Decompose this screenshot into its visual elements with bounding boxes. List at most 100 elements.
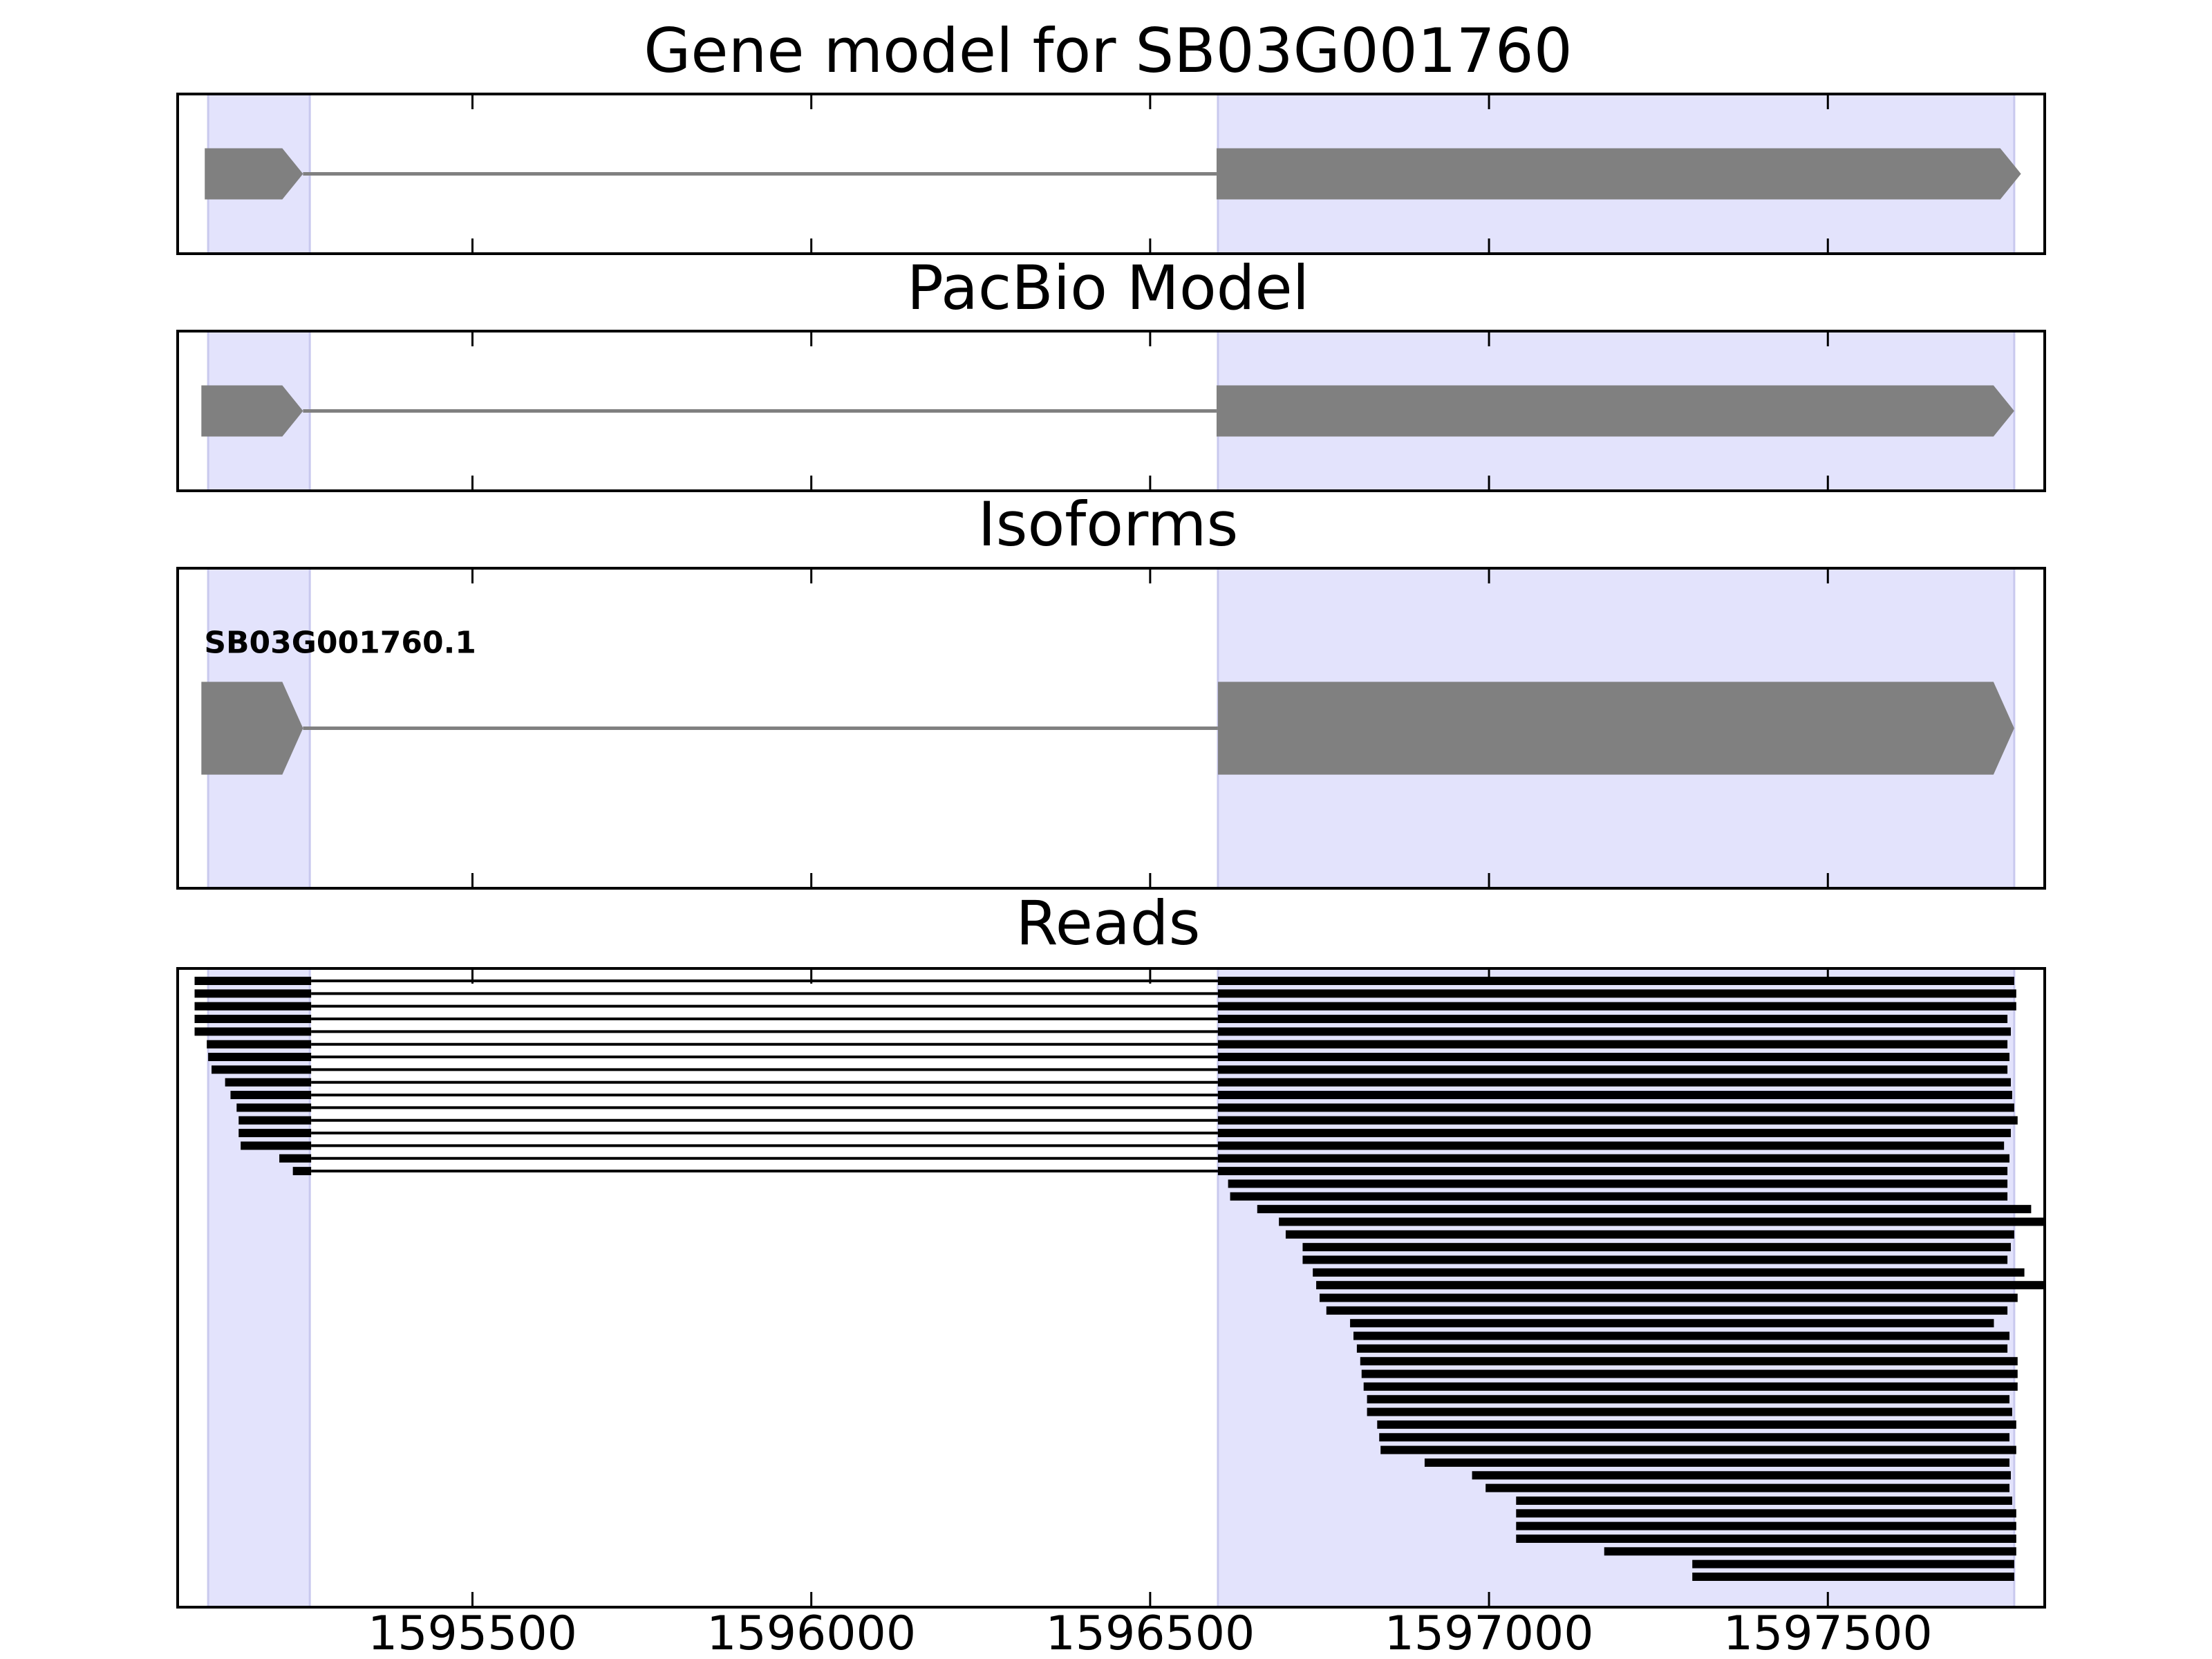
read-segment [1319,1293,2018,1302]
read-segment [1217,1116,2018,1125]
panel-isoforms: SB03G001760.1 [176,567,2046,890]
read-segment [1516,1534,2016,1543]
read-segment [1472,1471,2011,1480]
read-segment [207,1040,312,1049]
read [1363,1382,2018,1391]
read-segment [1302,1243,2011,1252]
read-segment [1363,1382,2018,1391]
exon-region-shade [207,967,311,1609]
read-segment [292,1167,312,1176]
read-segment [1230,1192,2008,1201]
read-segment [1377,1420,2016,1429]
read [194,1015,2008,1024]
read [1319,1293,2018,1302]
read [1367,1407,2012,1416]
title-gene-model: Gene model for SB03G001760 [644,15,1573,86]
read [1257,1205,2032,1214]
read-segment [1692,1559,2014,1568]
read [1350,1319,1994,1328]
read-segment [1217,1027,2011,1036]
read [1228,1179,2008,1188]
axes-frame [176,567,2046,890]
read-segment [194,989,312,998]
read-segment [279,1154,312,1163]
read-segment [1379,1433,2010,1442]
isoform-label: SB03G001760.1 [204,625,476,660]
read-segment [212,1065,312,1074]
read [236,1103,2014,1112]
exon-block [1217,682,2014,775]
panel-gene-model [176,93,2046,255]
read-segment [1217,977,2014,985]
read [207,1040,2008,1049]
title-pacbio-model: PacBio Model [907,252,1309,324]
panel-pacbio-model [176,330,2046,492]
read-segment [1217,1053,2010,1062]
exon-block [201,682,303,775]
read [1380,1445,2016,1454]
read-segment [1604,1547,2016,1556]
read [230,1091,2012,1100]
read [1604,1547,2016,1556]
read-segment [1350,1319,1994,1328]
read [1516,1521,2016,1530]
read-segment [238,1129,312,1138]
read-segment [1316,1281,2045,1290]
read-segment [1692,1573,2014,1581]
read [238,1129,2011,1138]
read-segment [1356,1344,2008,1353]
read [1379,1433,2010,1442]
read [1302,1255,2008,1264]
read-segment [208,1053,312,1062]
read-segment [1367,1395,2010,1404]
read-segment [1217,1078,2011,1087]
exon-block [205,148,303,200]
read-segment [1485,1483,2010,1492]
read-segment [1217,1091,2012,1100]
x-tick-label: 1596000 [706,1606,916,1659]
read-segment [1380,1445,2016,1454]
read-segment [1302,1255,2008,1264]
read [194,977,2014,985]
read [194,1002,2016,1011]
read-segment [1367,1407,2012,1416]
read [1692,1573,2014,1581]
read-segment [1217,1002,2016,1011]
read-segment [194,1015,312,1024]
read [1361,1369,2018,1378]
read-segment [1217,1015,2008,1024]
read [1285,1230,2014,1239]
read-segment [1516,1509,2016,1518]
read-segment [194,1027,312,1036]
read-segment [1217,1129,2011,1138]
read-segment [1217,989,2016,998]
read [279,1154,2010,1163]
read-segment [1361,1369,2018,1378]
read [1516,1496,2012,1505]
x-tick-label: 1597000 [1385,1606,1594,1659]
exon-block [201,385,303,437]
x-axis-labels: 1595500 1596000 1596500 1597000 1597500 [368,1606,1933,1659]
read [212,1065,2008,1074]
read-segment [230,1091,312,1100]
read [208,1053,2010,1062]
exon-block [1216,385,2014,437]
read [1424,1458,2010,1467]
read-segment [1424,1458,2010,1467]
read [194,989,2016,998]
read-segment [1217,1103,2014,1112]
read-segment [1285,1230,2014,1239]
read-segment [241,1141,312,1150]
exon-block [1216,148,2021,200]
read [1302,1243,2011,1252]
axes-frame [176,967,2046,1609]
read-segment [238,1116,312,1125]
panel-reads [176,967,2046,1609]
read [1692,1559,2014,1568]
read-segment [225,1078,312,1087]
x-tick-label: 1596500 [1045,1606,1255,1659]
read [241,1141,2005,1150]
read [225,1078,2011,1087]
read-segment [1353,1331,2010,1340]
